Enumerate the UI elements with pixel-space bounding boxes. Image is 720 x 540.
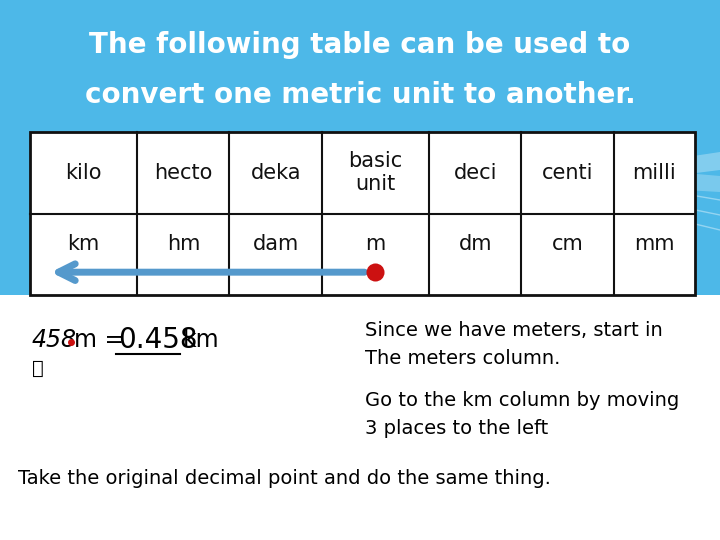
Text: milli: milli (632, 163, 676, 183)
Polygon shape (180, 148, 720, 178)
Text: 0.458: 0.458 (118, 326, 197, 354)
Text: Take the original decimal point and do the same thing.: Take the original decimal point and do t… (18, 469, 551, 488)
Bar (30, 132, 695, 295)
Text: deci: deci (454, 163, 497, 183)
Text: The following table can be used to: The following table can be used to (89, 31, 631, 59)
Text: mm: mm (634, 234, 675, 254)
Text: m =: m = (74, 328, 125, 352)
Polygon shape (200, 168, 720, 198)
Text: Ⓜ: Ⓜ (32, 359, 44, 377)
Text: Go to the km column by moving: Go to the km column by moving (365, 390, 679, 409)
Text: m: m (365, 234, 385, 254)
Text: hm: hm (166, 234, 200, 254)
Text: basic
unit: basic unit (348, 151, 402, 194)
Bar (0, 295, 720, 540)
Text: dam: dam (253, 234, 299, 254)
Text: 458: 458 (32, 328, 77, 352)
Text: deka: deka (251, 163, 301, 183)
Text: 3 places to the left: 3 places to the left (365, 418, 548, 437)
Text: centi: centi (541, 163, 593, 183)
Text: The meters column.: The meters column. (365, 348, 560, 368)
Text: dm: dm (459, 234, 492, 254)
Text: convert one metric unit to another.: convert one metric unit to another. (85, 81, 635, 109)
Text: km: km (183, 328, 220, 352)
Text: km: km (68, 234, 99, 254)
Text: cm: cm (552, 234, 583, 254)
Text: kilo: kilo (66, 163, 102, 183)
Text: hecto: hecto (154, 163, 212, 183)
Text: Since we have meters, start in: Since we have meters, start in (365, 321, 662, 340)
